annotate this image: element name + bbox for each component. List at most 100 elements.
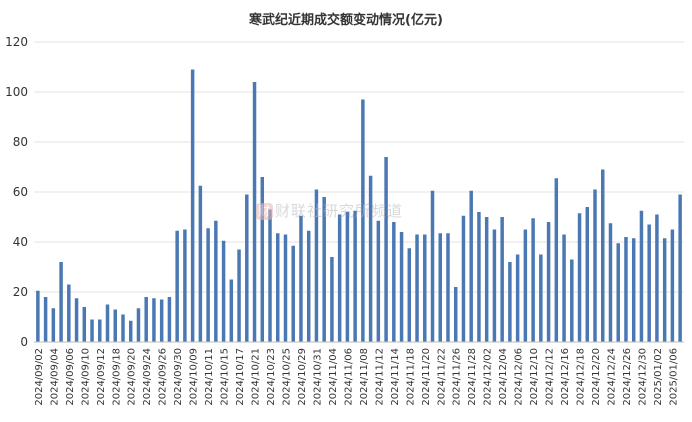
- bar: [152, 298, 156, 342]
- bar: [655, 214, 659, 342]
- bar: [268, 209, 272, 342]
- y-tick-label: 40: [13, 235, 28, 249]
- y-tick-label: 80: [13, 135, 28, 149]
- bar: [461, 215, 466, 342]
- x-tick-label: 2024/10/09: [189, 348, 200, 406]
- x-tick-label: 2024/11/08: [359, 348, 370, 406]
- bar: [523, 229, 528, 342]
- bar: [562, 234, 566, 342]
- x-tick-label: 2024/11/28: [467, 348, 478, 406]
- x-tick-label: 2025/01/02: [653, 348, 664, 406]
- bar: [353, 210, 357, 342]
- bar: [492, 229, 497, 342]
- watermark: 财财联社研究所频道: [256, 200, 403, 221]
- bar: [484, 217, 489, 342]
- bar: [608, 223, 613, 342]
- bar: [546, 222, 551, 342]
- bar: [136, 308, 141, 342]
- bar: [314, 189, 319, 342]
- bar: [260, 177, 265, 342]
- bar: [105, 304, 110, 342]
- x-tick-label: 2024/11/04: [328, 348, 339, 406]
- bar: [175, 230, 179, 342]
- bar: [144, 297, 148, 342]
- x-tick-label: 2024/12/16: [560, 348, 571, 406]
- x-tick-label: 2024/12/26: [622, 348, 633, 406]
- x-tick-label: 2024/12/06: [514, 348, 525, 406]
- bar: [500, 217, 504, 342]
- x-tick-label: 2024/10/25: [281, 348, 292, 406]
- x-tick-label: 2024/11/14: [390, 348, 401, 406]
- bar: [330, 257, 334, 342]
- bar: [531, 218, 535, 342]
- bar: [252, 82, 257, 342]
- x-tick-label: 2024/10/21: [251, 348, 262, 406]
- bar: [98, 319, 102, 342]
- x-tick-label: 2024/09/18: [111, 348, 122, 406]
- bar: [113, 309, 117, 342]
- bar: [446, 233, 450, 342]
- bar: [662, 238, 667, 342]
- bar: [283, 234, 288, 342]
- x-tick-label: 2024/09/10: [80, 348, 91, 406]
- bar: [368, 175, 373, 342]
- bar: [570, 259, 574, 342]
- bar: [647, 224, 651, 342]
- bar: [43, 297, 48, 342]
- bar: [128, 320, 133, 342]
- bar: [678, 194, 682, 342]
- bar: [306, 230, 311, 342]
- x-tick-label: 2024/11/18: [405, 348, 416, 406]
- bar: [407, 248, 412, 342]
- x-tick-label: 2024/12/20: [591, 348, 602, 406]
- x-tick-label: 2024/11/20: [421, 348, 432, 406]
- bar: [245, 194, 249, 342]
- bar: [430, 190, 435, 342]
- bar: [74, 298, 79, 342]
- bar: [237, 249, 241, 342]
- bar: [322, 197, 326, 342]
- x-tick-label: 2024/09/06: [65, 348, 76, 406]
- bar: [82, 307, 87, 342]
- bar: [477, 212, 481, 342]
- x-tick-label: 2024/09/26: [158, 348, 169, 406]
- x-tick-label: 2024/11/22: [436, 348, 447, 406]
- x-tick-label: 2024/12/04: [498, 348, 509, 406]
- x-tick-label: 2024/11/12: [374, 348, 385, 406]
- x-tick-label: 2024/12/10: [529, 348, 540, 406]
- bar: [639, 210, 644, 342]
- x-tick-label: 2024/12/12: [545, 348, 556, 406]
- bar: [577, 213, 582, 342]
- bar: [59, 262, 63, 342]
- bar: [601, 169, 605, 342]
- bar: [198, 185, 203, 342]
- x-tick-label: 2024/09/12: [96, 348, 107, 406]
- bar: [190, 69, 195, 342]
- bar: [376, 220, 381, 342]
- bar: [345, 212, 350, 342]
- x-tick-label: 2024/09/30: [173, 348, 184, 406]
- y-tick-label: 100: [5, 85, 28, 99]
- bar: [67, 284, 71, 342]
- bar: [670, 229, 675, 342]
- bar: [214, 220, 218, 342]
- bar: [438, 233, 442, 342]
- watermark-logo-icon: 财: [256, 203, 273, 220]
- bar: [121, 314, 125, 342]
- y-tick-label: 60: [13, 185, 28, 199]
- bar: [423, 234, 427, 342]
- bar: [51, 308, 56, 342]
- bar: [299, 215, 303, 342]
- x-tick-label: 2024/12/24: [606, 348, 617, 406]
- bar: [616, 243, 620, 342]
- x-tick-label: 2024/09/20: [127, 348, 138, 406]
- x-tick-label: 2024/10/11: [204, 348, 215, 406]
- x-tick-label: 2024/12/02: [483, 348, 494, 406]
- x-tick-label: 2024/10/15: [220, 348, 231, 406]
- x-tick-label: 2024/09/24: [142, 348, 153, 406]
- bar: [361, 99, 365, 342]
- x-tick-label: 2024/10/31: [312, 348, 323, 406]
- x-tick-label: 2024/12/30: [637, 348, 648, 406]
- x-tick-label: 2024/11/26: [452, 348, 463, 406]
